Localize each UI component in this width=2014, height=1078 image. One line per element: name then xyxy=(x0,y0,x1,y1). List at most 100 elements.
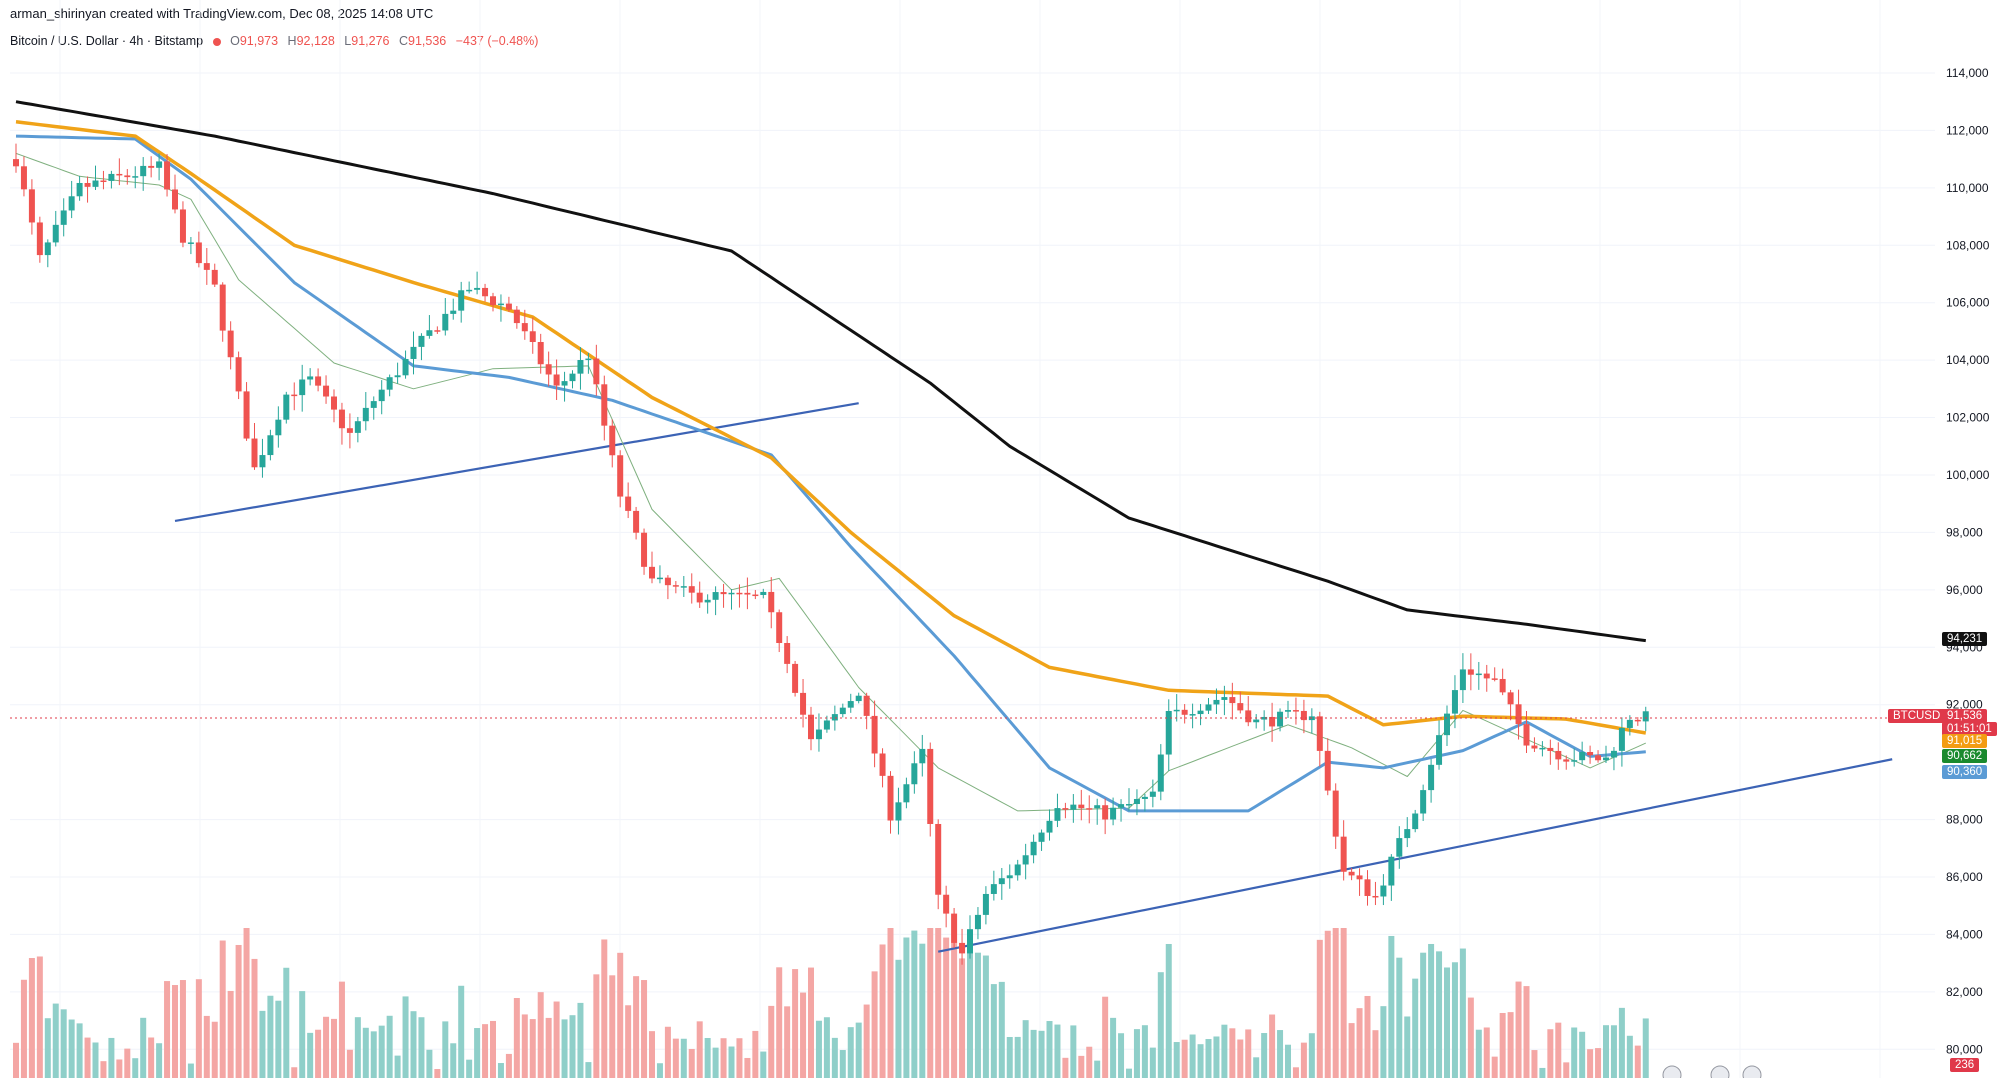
volume-bar xyxy=(831,1037,838,1078)
volume-bar xyxy=(1078,1055,1085,1078)
candle xyxy=(1316,716,1323,751)
candle xyxy=(935,823,942,895)
volume-bar xyxy=(1213,1036,1220,1078)
volume-bar xyxy=(1610,1025,1617,1078)
symbol-name[interactable]: Bitcoin / U.S. Dollar · 4h · Bitstamp xyxy=(10,34,204,48)
last-price-label: 91,536 xyxy=(1942,709,1988,724)
candle xyxy=(60,210,67,225)
candle xyxy=(752,594,759,597)
candle xyxy=(1229,697,1236,704)
candle xyxy=(1006,875,1013,879)
volume-bar xyxy=(227,990,234,1078)
candle xyxy=(736,592,743,595)
volume-bar xyxy=(959,958,966,1078)
candle xyxy=(1054,808,1061,821)
candle xyxy=(593,358,600,385)
candle xyxy=(1610,750,1617,758)
candle xyxy=(601,384,608,426)
candle xyxy=(1102,805,1109,820)
volume-bar xyxy=(299,991,306,1078)
volume-bar xyxy=(839,1050,846,1078)
volume-bar xyxy=(1030,1029,1037,1078)
candle xyxy=(36,222,43,256)
candle xyxy=(116,173,123,176)
candle xyxy=(529,331,536,343)
candle xyxy=(338,409,345,429)
volume-bar xyxy=(323,1016,330,1078)
candle xyxy=(426,330,433,336)
candle xyxy=(1133,798,1140,805)
candle xyxy=(1364,879,1371,896)
volume-bar xyxy=(1372,1030,1379,1078)
volume-bar xyxy=(458,985,465,1078)
ma-black-label: 94,231 xyxy=(1942,631,1988,646)
close-label: C xyxy=(398,34,408,48)
candle xyxy=(1563,759,1570,762)
volume-bar xyxy=(1046,1021,1053,1078)
volume-bar xyxy=(808,967,814,1078)
candle xyxy=(776,612,783,643)
candle xyxy=(1285,710,1291,712)
volume-bar xyxy=(633,976,640,1078)
volume-bar xyxy=(720,1038,727,1078)
navigation-icon[interactable] xyxy=(1710,1065,1730,1078)
candle xyxy=(450,310,457,314)
volume-bar xyxy=(1157,972,1164,1078)
candle xyxy=(800,692,807,715)
candle xyxy=(712,592,719,600)
candle xyxy=(1181,709,1188,715)
candle xyxy=(362,407,369,422)
volume-bar xyxy=(179,980,186,1078)
volume-bar xyxy=(315,1029,322,1078)
candle xyxy=(982,893,989,915)
volume-bar xyxy=(1229,1028,1236,1078)
volume-bar xyxy=(1237,1039,1244,1078)
volume-bar xyxy=(1141,1025,1148,1078)
volume-bar xyxy=(251,958,258,1078)
chart-credit: arman_shirinyan created with TradingView… xyxy=(10,6,434,21)
volume-bar xyxy=(1316,939,1323,1078)
candle xyxy=(1261,716,1268,720)
volume-bar xyxy=(195,979,202,1078)
high-value: 92,128 xyxy=(296,34,335,48)
volume-bar xyxy=(513,998,520,1078)
navigation-icon[interactable] xyxy=(1662,1065,1682,1078)
volume-bar xyxy=(1626,1035,1633,1078)
volume-bar xyxy=(712,1047,719,1078)
volume-bar xyxy=(649,1031,655,1078)
candle xyxy=(259,455,266,468)
volume-bar xyxy=(275,1000,282,1078)
volume-bar xyxy=(1467,997,1474,1078)
candle xyxy=(291,394,298,397)
volume-bar xyxy=(1348,1023,1355,1078)
ma-blue-label: 90,360 xyxy=(1942,765,1988,780)
candle xyxy=(267,435,274,456)
candle xyxy=(784,642,791,664)
volume-bar xyxy=(28,958,35,1078)
navigation-icon[interactable] xyxy=(1742,1065,1762,1078)
candle xyxy=(720,592,727,595)
candle xyxy=(1078,804,1085,809)
y-tick-label: 84,000 xyxy=(1946,927,1983,941)
volume-bar xyxy=(1634,1045,1641,1078)
volume-bar xyxy=(370,1031,377,1078)
candle xyxy=(1245,710,1252,723)
volume-bar xyxy=(164,981,171,1078)
volume-bar xyxy=(505,1053,512,1078)
volume-bar xyxy=(1428,943,1435,1078)
ma-green-label: 90,662 xyxy=(1942,749,1988,764)
volume-bar xyxy=(1126,1068,1132,1078)
candle xyxy=(577,360,584,374)
volume-bar xyxy=(800,992,807,1078)
volume-bar xyxy=(1014,1036,1021,1078)
volume-bar xyxy=(1587,1049,1594,1078)
volume-bar xyxy=(863,1004,870,1078)
volume-bar xyxy=(482,1024,489,1078)
candle xyxy=(1157,754,1164,792)
candle xyxy=(879,753,886,776)
candle xyxy=(1030,841,1037,856)
volume-bar xyxy=(1595,1048,1602,1078)
candle xyxy=(768,591,775,613)
ma-thin-line xyxy=(15,152,1647,812)
